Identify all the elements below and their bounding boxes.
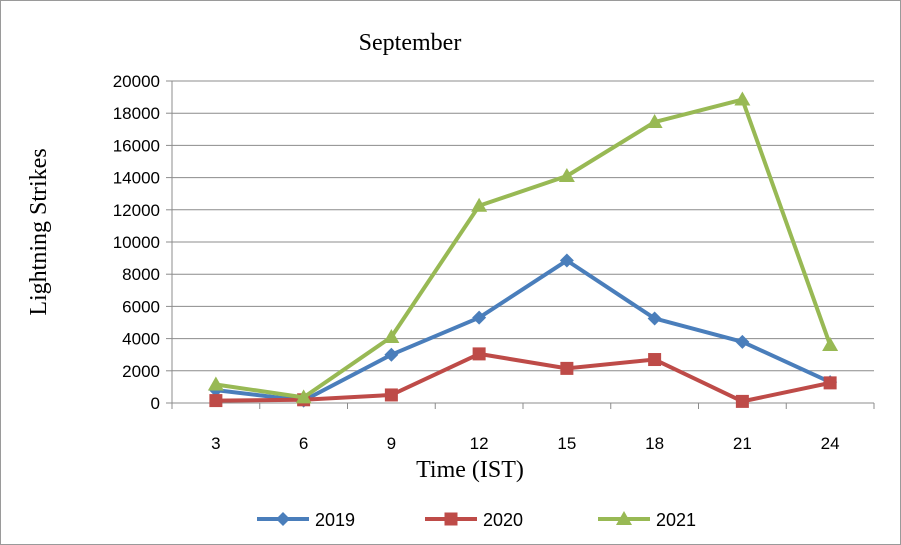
data-point-2020 [648,353,662,367]
legend-label: 2020 [483,510,523,530]
x-tick-label: 18 [645,434,664,453]
series-2019 [208,253,838,408]
data-point-2019 [559,253,574,268]
legend-item-2019: 2019 [257,510,355,530]
x-tick-label: 24 [821,434,840,453]
series-line-2020 [213,351,833,404]
data-point-2019 [647,311,662,326]
data-point-2019 [472,310,487,325]
chart-title: September [359,30,462,56]
data-point-2020 [472,347,486,361]
series-line-2019 [213,258,833,403]
data-point-2021 [383,328,400,343]
data-point-2020 [735,394,749,408]
x-tick-label: 3 [211,434,220,453]
x-tick-labels: 3 6 9 12 15 18 21 24 [211,434,839,453]
y-tick-label: 20000 [113,72,160,91]
data-point-2020 [209,394,223,408]
series-2021 [207,91,839,404]
y-tick-label: 6000 [122,297,160,316]
y-tick-label: 0 [151,394,160,413]
data-point-2019 [384,347,399,362]
legend-marker [616,511,632,525]
data-point-2020 [823,376,837,390]
legend-label: 2021 [656,510,696,530]
x-tick-label: 15 [557,434,576,453]
y-tick-label: 2000 [122,362,160,381]
data-point-2021 [646,114,663,129]
data-point-2019 [735,334,750,349]
axes [166,80,875,409]
y-tick-label: 18000 [113,104,160,123]
x-tick-label: 21 [733,434,752,453]
y-tick-label: 12000 [113,201,160,220]
data-point-2020 [560,361,574,375]
y-tick-labels: 0 2000 4000 6000 8000 10000 12000 14000 16000 180… [113,72,160,413]
data-point-2021 [822,337,839,352]
y-axis-label: Lightning Strikes [26,148,52,315]
y-tick-label: 8000 [122,265,160,284]
y-tick-label: 10000 [113,233,160,252]
data-point-2021 [558,167,575,182]
legend-item-2020: 2020 [425,510,523,530]
series-line-2021 [213,97,833,400]
x-tick-label: 9 [387,434,396,453]
data-point-2021 [734,91,751,106]
y-tick-label: 4000 [122,330,160,349]
legend-marker [444,512,458,526]
legend-item-2021: 2021 [598,510,696,530]
legend: 2019 2020 2021 [257,510,696,530]
legend-label: 2019 [315,510,355,530]
data-series [207,91,839,408]
y-tick-label: 14000 [113,169,160,188]
data-point-2021 [295,389,312,404]
gridlines [172,80,874,372]
data-point-2021 [471,197,488,212]
y-tick-label: 16000 [113,136,160,155]
x-tick-label: 12 [470,434,489,453]
x-axis-label: Time (IST) [416,457,524,483]
legend-marker [276,512,290,526]
data-point-2021 [207,376,224,391]
data-point-2020 [384,388,398,402]
x-tick-label: 6 [299,434,308,453]
